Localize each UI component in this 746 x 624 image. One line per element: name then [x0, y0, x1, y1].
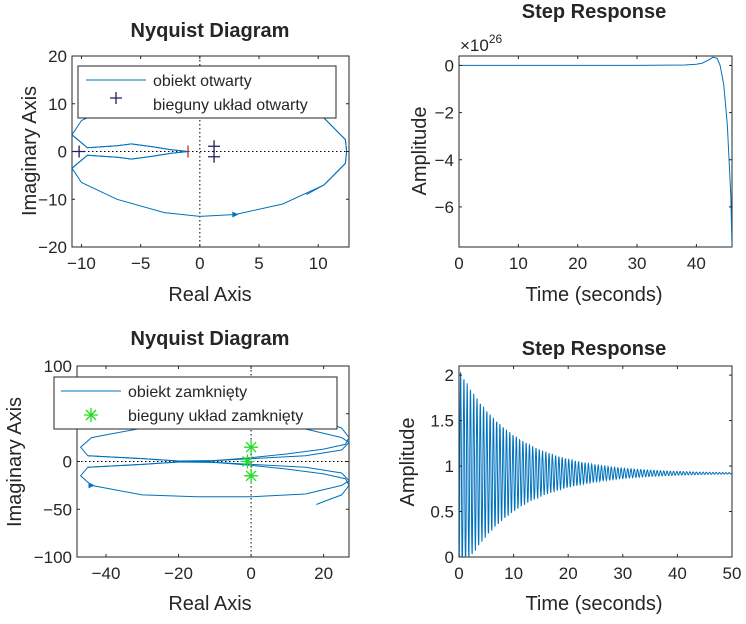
legend-entry: obiekt zamknięty [128, 384, 247, 401]
y-tick-label: 0 [58, 143, 67, 162]
x-tick-label: 0 [195, 254, 204, 273]
nyquist-curve-mirror [79, 425, 349, 505]
step-response-line [459, 372, 732, 557]
y-tick-label: 10 [48, 95, 67, 114]
plot-content [77, 366, 349, 557]
y-axis-label: Imaginary Axis [4, 397, 26, 527]
chart-title: Step Response [522, 338, 666, 360]
legend: obiekt zamknięty bieguny układ zamknięty [53, 376, 338, 430]
x-tick-label: 30 [613, 564, 632, 583]
x-tick-label: 50 [723, 564, 742, 583]
x-tick-label: 0 [454, 564, 463, 583]
y-tick-label: −10 [38, 190, 67, 209]
y-tick-label: −6 [435, 198, 454, 217]
pole-marker [208, 140, 221, 153]
y-axis-label: Imaginary Axis [19, 86, 41, 216]
x-tick-label: −5 [131, 254, 150, 273]
pole-marker [244, 440, 259, 455]
y-tick-label: 20 [48, 47, 67, 66]
plot-content [459, 372, 732, 557]
plot-content [459, 56, 732, 247]
x-tick-label: 20 [568, 254, 587, 273]
x-tick-label: 40 [668, 564, 687, 583]
x-tick-label: 10 [504, 564, 523, 583]
legend: obiekt otwarty bieguny układ otwarty [77, 65, 337, 119]
y-tick-label: −20 [38, 238, 67, 257]
y-tick-label: −100 [34, 548, 72, 567]
y-tick-label: 0 [445, 56, 454, 75]
y-tick-label: 1 [445, 457, 454, 476]
y-tick-label: 2 [445, 366, 454, 385]
pole-marker [240, 454, 255, 469]
y-tick-label: 1.5 [430, 412, 454, 431]
y-axis-label: Amplitude [397, 418, 419, 507]
x-axis-label: Real Axis [168, 593, 251, 615]
x-tick-label: 10 [509, 254, 528, 273]
legend-entry: obiekt otwarty [153, 73, 252, 90]
pole-marker [244, 468, 259, 483]
chart-title: Nyquist Diagram [131, 328, 290, 350]
pole-marker [73, 145, 86, 158]
plot-content [72, 56, 349, 247]
step-response-open-loop: Step Response 0 10 20 30 40 0 −2 −4 −6 ×1026 Tim… [409, 1, 733, 306]
x-tick-label: 20 [314, 564, 333, 583]
y-tick-label: 0 [63, 453, 72, 472]
plot-area [458, 365, 733, 558]
plot-area [458, 55, 733, 248]
chart-title: Nyquist Diagram [131, 20, 290, 42]
y-axis-label: Amplitude [409, 107, 431, 196]
pole-marker [208, 150, 221, 163]
nyquist-curve [79, 418, 349, 498]
y-tick-label: 100 [44, 357, 72, 376]
y-tick-label: 0 [445, 548, 454, 567]
y-tick-label: 0.5 [430, 503, 454, 522]
x-tick-label: −20 [164, 564, 193, 583]
y-tick-label: −50 [43, 500, 72, 519]
x-tick-label: 5 [254, 254, 263, 273]
legend-entry: bieguny układ otwarty [153, 97, 308, 114]
x-tick-label: 20 [559, 564, 578, 583]
y-axis-exponent: ×1026 [460, 32, 503, 55]
x-tick-label: −10 [67, 254, 96, 273]
x-tick-label: −40 [92, 564, 121, 583]
x-axis-label: Time (seconds) [525, 593, 662, 615]
legend-entry: bieguny układ zamknięty [128, 408, 303, 425]
y-tick-label: −4 [435, 151, 454, 170]
step-response-closed-loop: Step Response 0 10 20 30 40 50 0 0.5 1 1.5 2 Time … [397, 338, 741, 615]
x-tick-label: 0 [246, 564, 255, 583]
nyquist-curve-mirror [72, 86, 348, 195]
x-axis-label: Real Axis [168, 284, 251, 306]
y-tick-label: −2 [435, 104, 454, 123]
legend-plus-marker [110, 92, 122, 104]
chart-title: Step Response [522, 1, 666, 23]
x-tick-label: 0 [454, 254, 463, 273]
x-tick-label: 40 [687, 254, 706, 273]
direction-arrow [232, 211, 239, 218]
x-tick-label: 30 [628, 254, 647, 273]
x-axis-label: Time (seconds) [525, 284, 662, 306]
step-response-line [459, 56, 732, 247]
x-tick-label: 10 [309, 254, 328, 273]
legend-asterisk-marker [84, 408, 98, 422]
direction-arrow [88, 482, 95, 489]
